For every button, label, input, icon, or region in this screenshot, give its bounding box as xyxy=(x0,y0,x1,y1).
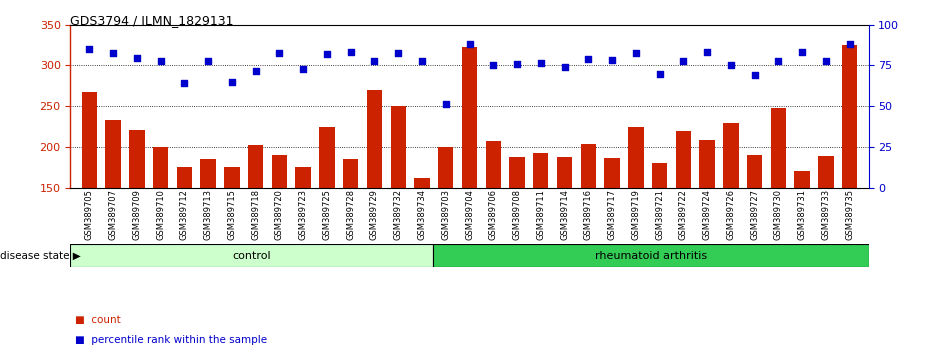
Point xyxy=(652,71,667,76)
Bar xyxy=(271,155,287,310)
Bar xyxy=(105,120,121,310)
Point xyxy=(771,58,786,63)
Text: disease state ▶: disease state ▶ xyxy=(0,251,81,261)
Bar xyxy=(747,155,762,310)
Bar xyxy=(367,90,382,310)
Point xyxy=(723,63,738,68)
Bar xyxy=(605,158,620,310)
Point xyxy=(510,61,525,67)
Bar xyxy=(319,127,334,310)
Bar xyxy=(224,167,239,310)
Bar xyxy=(675,131,691,310)
Point xyxy=(272,51,287,56)
Point xyxy=(367,58,382,63)
Bar xyxy=(700,141,715,310)
Point xyxy=(818,58,833,64)
Bar xyxy=(652,163,668,310)
Point xyxy=(580,56,595,62)
Bar xyxy=(414,178,430,310)
Bar xyxy=(580,144,596,310)
Bar xyxy=(771,108,786,310)
Bar xyxy=(557,158,572,310)
Point xyxy=(201,58,216,64)
Point xyxy=(439,101,454,107)
Text: control: control xyxy=(233,251,271,261)
Bar xyxy=(70,244,433,267)
Bar xyxy=(533,153,548,310)
Point xyxy=(344,49,359,55)
Bar xyxy=(153,147,168,310)
Bar xyxy=(485,141,501,310)
Point xyxy=(153,58,168,64)
Text: GDS3794 / ILMN_1829131: GDS3794 / ILMN_1829131 xyxy=(70,14,234,27)
Bar xyxy=(462,47,477,310)
Bar xyxy=(130,130,145,310)
Point xyxy=(605,57,620,63)
Bar xyxy=(509,157,525,310)
Point xyxy=(794,49,809,55)
Point xyxy=(391,51,406,56)
Bar xyxy=(177,167,192,310)
Bar xyxy=(628,127,643,310)
Bar xyxy=(296,167,311,310)
Point xyxy=(557,64,572,70)
Bar xyxy=(794,171,809,310)
Bar xyxy=(842,45,857,310)
Point xyxy=(296,66,311,72)
Bar xyxy=(201,159,216,310)
Bar xyxy=(248,145,264,310)
Point xyxy=(414,58,429,63)
Point xyxy=(248,68,263,74)
Bar xyxy=(818,156,834,310)
Point xyxy=(130,55,145,61)
Text: rheumatoid arthritis: rheumatoid arthritis xyxy=(594,251,707,261)
Bar xyxy=(438,147,454,310)
Point xyxy=(177,80,192,85)
Point xyxy=(676,58,691,63)
Text: ■  count: ■ count xyxy=(75,315,121,325)
Point xyxy=(700,49,715,55)
Point xyxy=(82,46,97,52)
Bar xyxy=(723,123,738,310)
Point xyxy=(224,79,239,85)
Point xyxy=(842,41,857,47)
Bar xyxy=(391,106,406,310)
Text: ■  percentile rank within the sample: ■ percentile rank within the sample xyxy=(75,335,268,345)
Point xyxy=(747,73,762,78)
Point xyxy=(319,51,334,57)
Point xyxy=(106,51,121,56)
Point xyxy=(485,62,500,68)
Bar xyxy=(82,92,97,310)
Bar xyxy=(343,159,359,310)
Point xyxy=(462,41,477,47)
Point xyxy=(628,51,643,56)
Bar xyxy=(433,244,869,267)
Point xyxy=(533,60,548,66)
